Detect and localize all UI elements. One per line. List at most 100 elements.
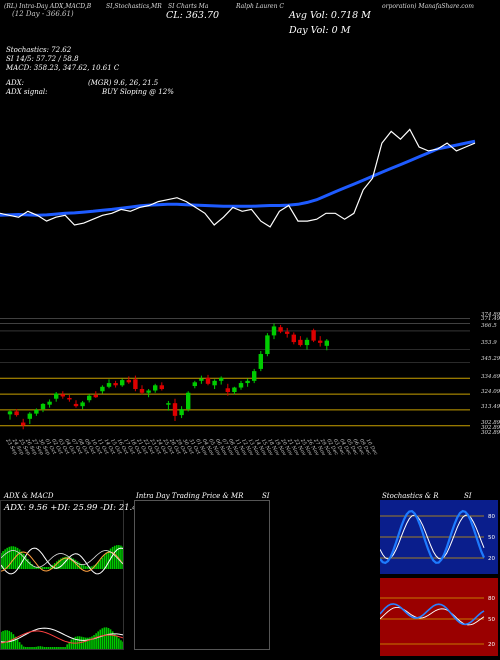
macd-histogram-bar bbox=[45, 647, 48, 649]
stoch-tick-label: 50 bbox=[488, 535, 495, 541]
stochastics-line: Stochastics: 72.62 bbox=[6, 46, 72, 54]
adx-histogram-bar bbox=[111, 546, 114, 569]
macd-histogram-bar bbox=[41, 646, 44, 649]
adx-histogram-bar bbox=[6, 547, 9, 569]
macd-histogram-bar bbox=[51, 647, 54, 649]
adx-histogram-bar bbox=[4, 549, 6, 569]
candle-body bbox=[120, 380, 125, 386]
adx-histogram-bar bbox=[64, 556, 66, 569]
adx-histogram-bar bbox=[29, 561, 31, 569]
price-level-label: 366.5 bbox=[481, 323, 497, 329]
ticker-line: (RL) Intra-Day ADX,MACD,B bbox=[4, 3, 92, 10]
macd-histogram-bar bbox=[43, 647, 46, 649]
candle-body bbox=[7, 411, 13, 415]
candle-body bbox=[14, 411, 19, 416]
adx-histogram-bar bbox=[22, 553, 25, 569]
adx-histogram-bar bbox=[10, 546, 13, 569]
price-level-label: 302.89 bbox=[481, 430, 500, 436]
close-line-chart bbox=[0, 128, 476, 228]
macd-histogram-bar bbox=[87, 637, 89, 649]
price-level-label: 334.69 bbox=[481, 374, 500, 380]
candle-body bbox=[192, 382, 197, 387]
stoch-panel-title: Stochastics & R bbox=[382, 492, 439, 500]
macd-histogram-bar bbox=[4, 630, 6, 649]
adx-histogram-bar bbox=[14, 546, 17, 569]
candle-body bbox=[166, 403, 171, 405]
macd-signal-line bbox=[1, 630, 123, 644]
macd-histogram-bar bbox=[8, 630, 11, 649]
candle-body bbox=[80, 402, 85, 407]
rsi-panel: 80 50 20 bbox=[380, 578, 498, 656]
macd-histogram-bar bbox=[53, 647, 56, 649]
candle-body bbox=[265, 335, 270, 355]
minus-di-line bbox=[1, 550, 123, 568]
close-price: CL: 363.70 bbox=[166, 10, 220, 21]
candle-body bbox=[113, 383, 118, 386]
candle-body bbox=[298, 339, 303, 346]
price-level-label: 345.29 bbox=[481, 356, 500, 362]
day-volume: Day Vol: 0 M bbox=[289, 25, 351, 36]
adx-values: (MGR) 9.6, 26, 21.5 bbox=[88, 79, 159, 87]
adx-histogram-bar bbox=[31, 564, 33, 569]
macd-histogram-bar bbox=[118, 638, 120, 649]
rsi-line bbox=[380, 603, 485, 626]
macd-histogram-bar bbox=[109, 629, 112, 649]
plus-di-line bbox=[1, 551, 123, 572]
adx-histogram-bar bbox=[33, 566, 35, 569]
adx-histogram-bar bbox=[1, 553, 2, 569]
candle-body bbox=[73, 403, 79, 407]
candle-body bbox=[100, 386, 105, 392]
candle-body bbox=[311, 330, 316, 341]
adx-histogram-bar bbox=[78, 562, 81, 569]
candle-body bbox=[87, 395, 92, 401]
candle-body bbox=[271, 326, 277, 336]
adx-histogram-bar bbox=[37, 567, 40, 569]
macd-line: MACD: 358.23, 347.62, 10.61 C bbox=[6, 64, 120, 72]
adx-histogram-bar bbox=[60, 558, 62, 569]
macd-histogram-bar bbox=[111, 631, 114, 649]
candle-body bbox=[40, 403, 46, 410]
adx-line bbox=[1, 547, 123, 575]
macd-histogram-bar bbox=[122, 641, 123, 649]
macd-histogram-bar bbox=[101, 628, 104, 649]
candle-body bbox=[225, 388, 230, 393]
rsi-background bbox=[380, 578, 498, 656]
adx-histogram-bar bbox=[27, 559, 29, 569]
stoch-tick-label: 20 bbox=[488, 556, 495, 562]
adx-histogram-bar bbox=[20, 551, 23, 569]
macd-histogram-bar bbox=[35, 646, 37, 649]
adx-histogram-bar bbox=[91, 566, 93, 569]
candle-body bbox=[278, 327, 283, 332]
adx-histogram-bar bbox=[56, 561, 58, 569]
macd-histogram-bar bbox=[12, 634, 15, 649]
candle-body bbox=[179, 409, 184, 416]
candle-body bbox=[47, 401, 52, 405]
macd-histogram-bar bbox=[113, 633, 116, 649]
candle-body bbox=[304, 339, 310, 346]
macd-histogram-bar bbox=[99, 629, 102, 649]
ma-series-line bbox=[0, 139, 476, 217]
candlestick-chart bbox=[7, 323, 329, 430]
candle-body bbox=[67, 397, 72, 400]
macd-histogram-bar bbox=[66, 644, 68, 649]
stoch-panel-si: SI bbox=[464, 492, 472, 500]
candle-body bbox=[238, 383, 244, 388]
price-level-label: 313.49 bbox=[481, 404, 500, 410]
macd-histogram-bar bbox=[93, 635, 95, 649]
intraday-panel-title: Intra Day Trading Price & MR bbox=[136, 492, 244, 500]
macd-histogram-bar bbox=[115, 636, 118, 649]
adx-histogram-bar bbox=[41, 567, 44, 569]
adx-histogram-bar bbox=[70, 557, 73, 569]
macd-histogram-bar bbox=[37, 646, 40, 649]
adx-histogram-bar bbox=[101, 557, 104, 569]
adx-histogram-bar bbox=[43, 567, 46, 569]
candle-body bbox=[153, 385, 158, 391]
candle-body bbox=[126, 380, 131, 383]
macd-histogram-bar bbox=[62, 647, 64, 649]
macd-histogram-bar bbox=[84, 637, 87, 649]
candle-body bbox=[285, 331, 290, 334]
stoch-k-line bbox=[380, 509, 486, 565]
adx-histogram-bar bbox=[74, 559, 77, 569]
